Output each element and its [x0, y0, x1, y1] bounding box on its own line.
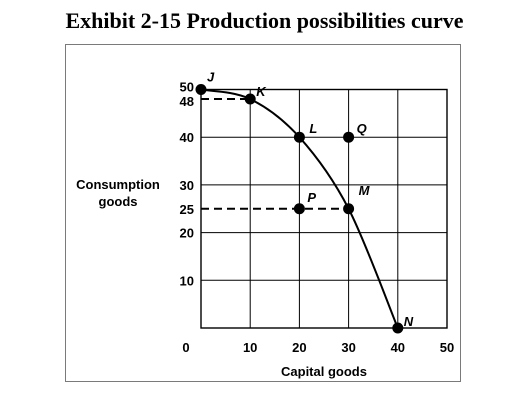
point-p — [293, 203, 305, 215]
point-j — [195, 84, 207, 95]
y-tick-label: 30 — [180, 178, 194, 193]
x-tick-label: 50 — [440, 340, 454, 355]
ppc-curve — [200, 88, 399, 329]
point-q — [343, 131, 355, 143]
y-tick-label: 48 — [180, 94, 194, 109]
chart-frame — [65, 44, 461, 382]
x-tick-label: 10 — [243, 340, 257, 355]
point-label-p: P — [307, 190, 316, 205]
point-label-l: L — [309, 121, 317, 136]
x-axis-label: Capital goods — [281, 364, 367, 379]
x-tick-label: 30 — [341, 340, 355, 355]
y-axis-label: goods — [99, 194, 138, 209]
point-label-k: K — [256, 84, 267, 99]
point-n — [392, 322, 404, 334]
point-m — [343, 203, 355, 215]
point-label-m: M — [359, 183, 371, 198]
x-tick-label: 40 — [391, 340, 405, 355]
point-label-n: N — [404, 314, 414, 329]
y-tick-label: 10 — [180, 273, 194, 288]
y-tick-label: 50 — [180, 80, 194, 95]
y-axis-label: Consumption — [76, 177, 160, 192]
point-label-q: Q — [357, 121, 367, 136]
y-tick-label: 20 — [180, 226, 194, 241]
point-l — [293, 131, 305, 143]
x-tick-label: 0 — [182, 340, 189, 355]
x-tick-label: 20 — [292, 340, 306, 355]
point-label-j: J — [207, 70, 215, 85]
y-tick-label: 25 — [180, 202, 194, 217]
chart-title: Exhibit 2-15 Production possibilities cu… — [65, 8, 464, 33]
y-tick-label: 40 — [180, 130, 194, 145]
point-k — [244, 93, 256, 105]
